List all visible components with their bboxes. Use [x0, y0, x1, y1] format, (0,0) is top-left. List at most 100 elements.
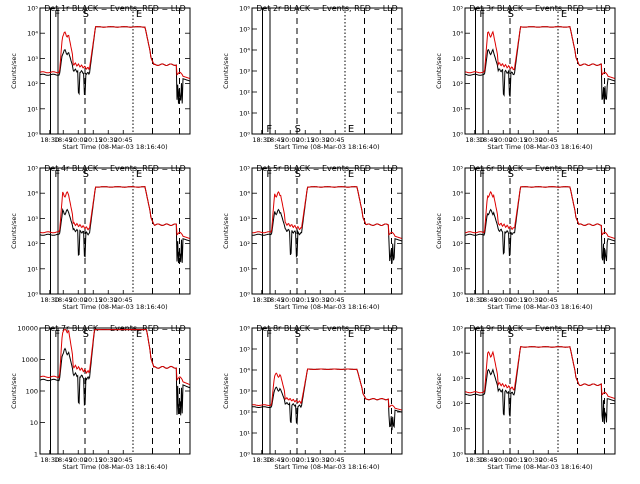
marker-f: F	[54, 329, 60, 340]
y-tick-label: 10²	[239, 409, 250, 417]
plot-frame	[464, 167, 616, 295]
panel-det-9: Det 9r BLACK = Events, RED = LLD10⁰10¹10…	[435, 324, 616, 471]
y-tick-label: 10³	[239, 68, 250, 76]
x-tick-label: 18:45	[479, 136, 498, 144]
y-tick-label: 10⁵	[452, 5, 463, 13]
x-tick-label: 20:00	[69, 456, 88, 464]
x-tick-label: 18:45	[54, 136, 73, 144]
y-tick-label: 10⁵	[27, 165, 38, 173]
marker-f: F	[266, 124, 272, 135]
x-tick-label: 20:15	[84, 296, 103, 304]
y-tick-label: 10¹	[239, 430, 250, 438]
y-tick-label: 10¹	[27, 105, 38, 113]
marker-f: F	[266, 329, 272, 340]
x-axis-label: Start Time (08-Mar-03 18:16:40)	[487, 143, 592, 151]
x-tick-label: 18:30	[40, 456, 59, 464]
x-tick-label: 18:45	[266, 296, 285, 304]
y-tick-label: 10²	[27, 240, 38, 248]
y-axis-label: Counts/sec	[222, 53, 230, 89]
y-tick-label: 10⁰	[27, 131, 38, 139]
x-tick-label: 18:30	[252, 456, 271, 464]
panel-det-2: Det 2r BLACK = Events, RED = LLD10⁰10¹10…	[222, 4, 403, 151]
y-tick-label: 10000	[17, 325, 38, 333]
x-tick-label: 18:45	[479, 296, 498, 304]
x-axis-label: Start Time (08-Mar-03 18:16:40)	[62, 303, 167, 311]
y-tick-label: 10⁴	[452, 30, 463, 38]
marker-f: F	[479, 9, 485, 20]
x-axis-label: Start Time (08-Mar-03 18:16:40)	[487, 303, 592, 311]
series-lld-line	[40, 329, 190, 386]
y-tick-label: 10⁶	[239, 325, 250, 333]
x-tick-label: 18:30	[465, 456, 484, 464]
marker-e: E	[561, 169, 567, 180]
x-tick-label: 20:45	[114, 136, 133, 144]
y-tick-label: 10¹	[452, 105, 463, 113]
y-tick-label: 10²	[452, 400, 463, 408]
y-tick-label: 10²	[239, 89, 250, 97]
x-tick-label: 20:15	[509, 456, 528, 464]
x-tick-label: 18:45	[266, 456, 285, 464]
y-tick-label: 10²	[452, 240, 463, 248]
series-lld-line	[40, 26, 190, 79]
y-tick-label: 100	[26, 388, 38, 396]
marker-e: E	[561, 9, 567, 20]
x-tick-label: 20:45	[326, 456, 345, 464]
y-tick-label: 10⁴	[452, 190, 463, 198]
marker-s: S	[295, 124, 301, 135]
marker-e: E	[136, 9, 142, 20]
x-tick-label: 20:15	[296, 296, 315, 304]
x-tick-label: 20:15	[296, 136, 315, 144]
x-tick-label: 20:30	[99, 136, 118, 144]
marker-f: F	[54, 169, 60, 180]
plot-frame	[464, 7, 616, 135]
x-tick-label: 20:15	[509, 136, 528, 144]
panel-det-5: Det 5r BLACK = Events, RED = LLD10⁰10¹10…	[222, 164, 403, 311]
y-tick-label: 10⁵	[452, 165, 463, 173]
y-tick-label: 10¹	[452, 425, 463, 433]
x-tick-label: 18:30	[40, 296, 59, 304]
series-lld-line	[40, 186, 190, 239]
marker-s: S	[83, 169, 89, 180]
x-tick-label: 20:45	[114, 456, 133, 464]
y-tick-label: 10	[30, 419, 38, 427]
y-tick-label: 10⁴	[239, 190, 250, 198]
y-tick-label: 10³	[452, 55, 463, 63]
x-tick-label: 20:30	[524, 136, 543, 144]
y-tick-label: 10⁵	[239, 26, 250, 34]
y-tick-label: 10⁴	[452, 350, 463, 358]
x-tick-label: 20:00	[281, 296, 300, 304]
y-tick-label: 10¹	[239, 265, 250, 273]
y-tick-label: 10⁰	[452, 291, 463, 299]
marker-f: F	[266, 169, 272, 180]
x-tick-label: 20:45	[539, 456, 558, 464]
y-tick-label: 10⁰	[239, 451, 250, 459]
x-tick-label: 20:30	[311, 296, 330, 304]
x-tick-label: 18:30	[252, 136, 271, 144]
marker-s: S	[508, 169, 514, 180]
y-tick-label: 10¹	[452, 265, 463, 273]
y-tick-label: 10³	[239, 388, 250, 396]
x-tick-label: 20:00	[281, 136, 300, 144]
y-tick-label: 10⁴	[27, 30, 38, 38]
x-tick-label: 20:45	[326, 296, 345, 304]
y-tick-label: 10⁰	[239, 131, 250, 139]
x-tick-label: 18:30	[252, 296, 271, 304]
x-tick-label: 20:30	[99, 296, 118, 304]
x-tick-label: 18:45	[54, 456, 73, 464]
y-tick-label: 1000	[21, 356, 38, 364]
x-tick-label: 20:15	[84, 136, 103, 144]
y-tick-label: 10⁶	[239, 5, 250, 13]
marker-e: E	[348, 124, 354, 135]
panel-det-7: Det 7r BLACK = Events, RED = LLD11010010…	[10, 324, 191, 471]
x-tick-label: 18:45	[479, 456, 498, 464]
marker-f: F	[479, 169, 485, 180]
y-tick-label: 10²	[452, 80, 463, 88]
marker-e: E	[348, 169, 354, 180]
x-tick-label: 20:30	[311, 456, 330, 464]
marker-e: E	[561, 329, 567, 340]
y-tick-label: 10²	[239, 240, 250, 248]
plot-frame	[39, 327, 191, 455]
x-tick-label: 20:30	[524, 456, 543, 464]
x-tick-label: 18:30	[465, 136, 484, 144]
